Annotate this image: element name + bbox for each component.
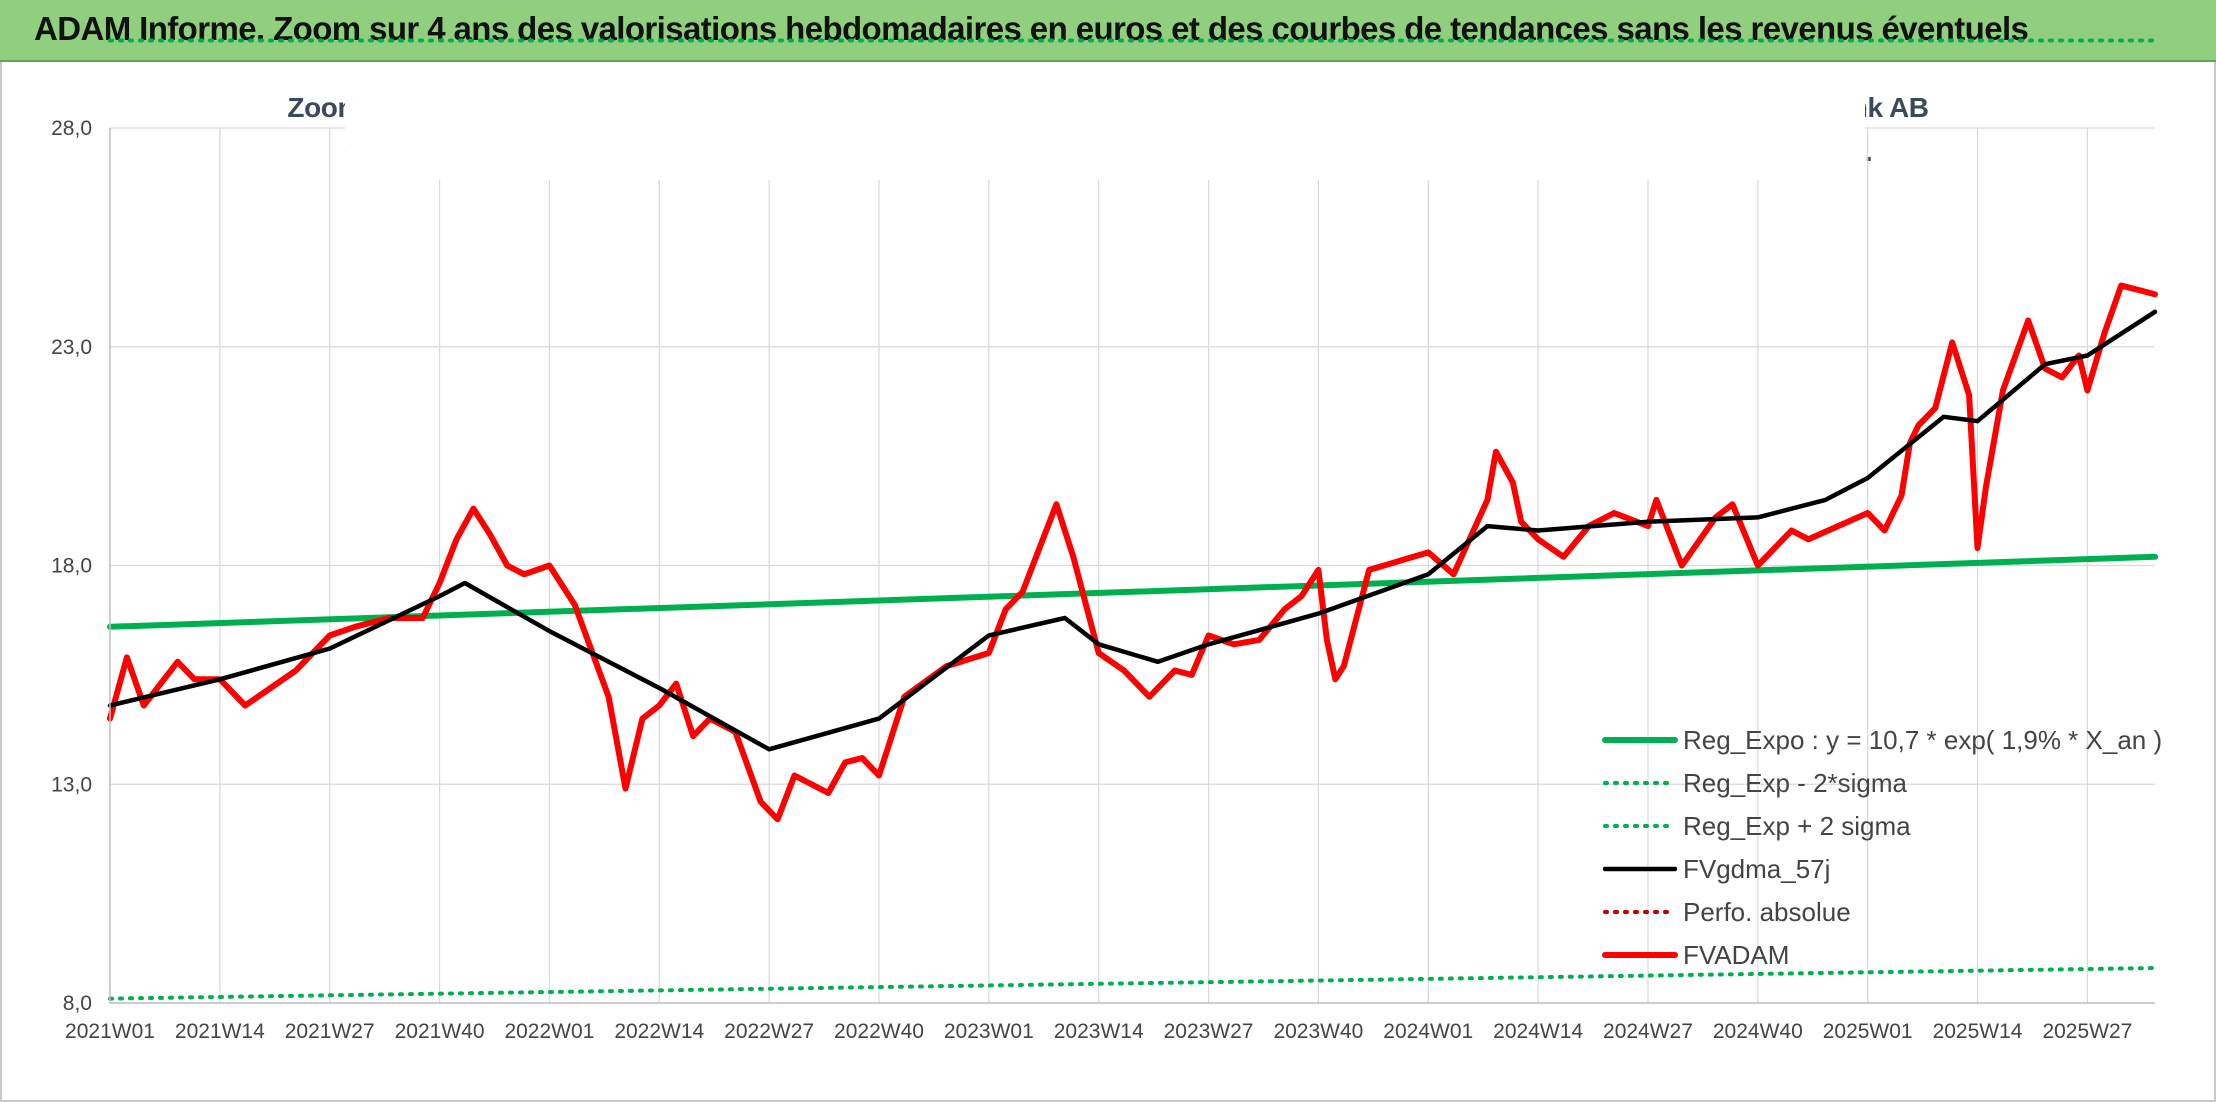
x-tick-label: 2025W27 — [2042, 1020, 2132, 1043]
x-tick-label: 2025W01 — [1823, 1020, 1913, 1043]
x-tick-label: 2023W40 — [1273, 1020, 1363, 1043]
y-tick-label: 23,0 — [51, 336, 92, 359]
x-tick-label: 2021W40 — [395, 1020, 485, 1043]
y-tick-label: 13,0 — [51, 773, 92, 796]
x-tick-label: 2022W40 — [834, 1020, 924, 1043]
x-tick-label: 2023W01 — [944, 1020, 1034, 1043]
legend-label-reg-exp-2-sigma: Reg_Exp - 2*sigma — [1683, 768, 1908, 798]
plot-area — [107, 38, 2158, 1001]
x-tick-label: 2022W01 — [504, 1020, 594, 1043]
x-tick-label: 2023W14 — [1054, 1020, 1144, 1043]
report-banner: ADAM Informe. Zoom sur 4 ans des valoris… — [0, 0, 2216, 62]
y-tick-label: 8,0 — [63, 992, 92, 1015]
series-line-fvgdma-57j — [107, 309, 2158, 752]
x-tick-label: 2024W01 — [1383, 1020, 1473, 1043]
x-tick-label: 2024W27 — [1603, 1020, 1693, 1043]
x-tick-label: 2021W27 — [285, 1020, 375, 1043]
x-tick-label: 2024W14 — [1493, 1020, 1583, 1043]
y-tick-label: 28,0 — [51, 117, 92, 140]
legend-label-fvadam: FVADAM — [1683, 940, 1789, 970]
legend-label-reg-exp-2-sigma: Reg_Exp + 2 sigma — [1683, 811, 1911, 841]
x-tick-label: 2024W40 — [1713, 1020, 1803, 1043]
y-tick-label: 18,0 — [51, 555, 92, 578]
x-tick-label: 2022W27 — [724, 1020, 814, 1043]
series-line-reg-exp-2-sigma — [108, 966, 2157, 1001]
legend: Reg_Expo : y = 10,7 * exp( 1,9% * X_an )… — [1602, 725, 2162, 970]
x-tick-label: 2023W27 — [1164, 1020, 1254, 1043]
legend-label-fvgdma-57j: FVgdma_57j — [1683, 854, 1830, 884]
x-tick-label: 2021W14 — [175, 1020, 265, 1043]
axes: 2021W01 2021W14 2021W27 2021W40 2022W01 2022W… — [51, 117, 2155, 1043]
x-tick-label: 2022W14 — [614, 1020, 704, 1043]
title-backdrop — [345, 78, 1865, 180]
legend-label-reg-expo-y-10-7-exp-1-9-x-an: Reg_Expo : y = 10,7 * exp( 1,9% * X_an ) — [1683, 725, 2162, 755]
x-tick-label: 2021W01 — [65, 1020, 155, 1043]
legend-label-perfo-absolue: Perfo. absolue — [1683, 897, 1851, 927]
series-line-reg-expo-y-10-7-exp-1-9-x-an — [107, 553, 2158, 630]
x-tick-label: 2025W14 — [1933, 1020, 2023, 1043]
